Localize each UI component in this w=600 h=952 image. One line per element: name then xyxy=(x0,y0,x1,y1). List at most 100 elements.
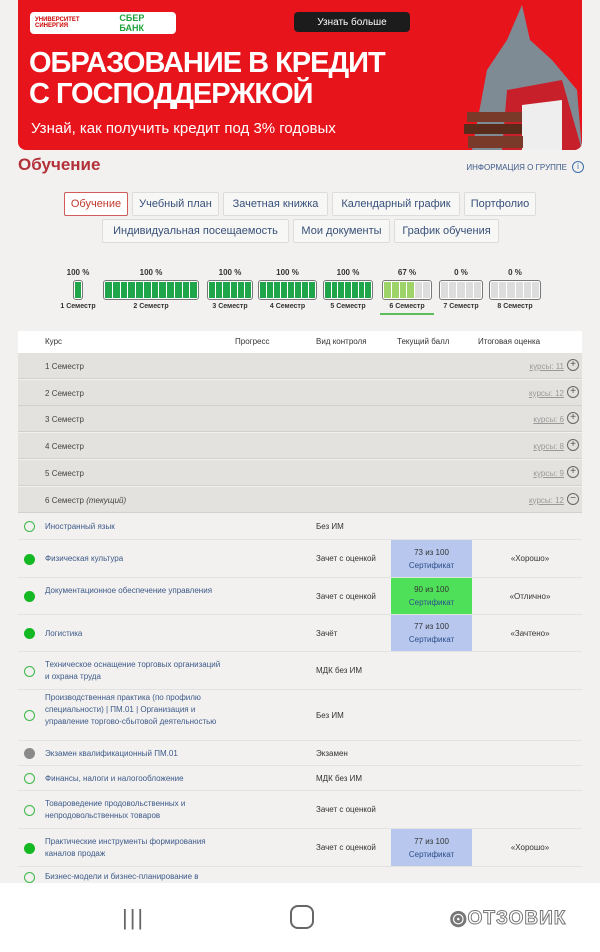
expand-icon[interactable]: + xyxy=(567,359,579,371)
semester-row[interactable]: 3 Семестр курсы: 6 + xyxy=(18,406,582,433)
semester-progress-4[interactable]: 100 % 4 Семестр xyxy=(256,268,319,310)
score-value: 77 из 100 xyxy=(414,836,449,846)
bar-segment xyxy=(391,282,399,298)
certificate-link[interactable]: Сертификат xyxy=(408,598,455,607)
course-name-link[interactable]: Бизнес-модели и бизнес-планирование в xyxy=(45,872,199,881)
score-cell: 77 из 100 Сертификат xyxy=(391,615,472,651)
score-cell: 77 из 100 Сертификат xyxy=(391,829,472,866)
certificate-link[interactable]: Сертификат xyxy=(408,635,455,644)
semester-progress-7[interactable]: 0 % 7 Семестр xyxy=(437,268,485,310)
course-name-link[interactable]: Документационное обеспечение управления xyxy=(45,585,213,595)
course-row: Экзамен квалификационный ПМ.01 Экзамен xyxy=(18,741,582,766)
course-row: Иностранный язык Без ИМ xyxy=(18,513,582,540)
page-title: Обучение xyxy=(18,155,101,174)
banner-headline: ОБРАЗОВАНИЕ В КРЕДИТ С ГОСПОДДЕРЖКОЙ xyxy=(29,47,386,110)
course-name-link[interactable]: Финансы, налоги и налогообложение xyxy=(45,773,184,783)
expand-icon[interactable]: + xyxy=(567,439,579,452)
semester-percent: 100 % xyxy=(218,268,242,277)
tab-2[interactable]: Зачетная книжка xyxy=(223,192,328,216)
tab-5[interactable]: Индивидуальная посещаемость xyxy=(102,219,289,243)
table-header: Курс Прогресс Вид контроля Текущий балл … xyxy=(18,331,582,353)
bar-segment xyxy=(491,282,499,298)
semester-progress-8[interactable]: 0 % 8 Семестр xyxy=(487,268,543,310)
headline-line-2: С ГОСПОДДЕРЖКОЙ xyxy=(29,78,314,110)
semester-percent: 0 % xyxy=(454,268,468,277)
score-cell: 73 из 100 Сертификат xyxy=(391,540,472,577)
course-name-link[interactable]: Практические инструменты формирования ка… xyxy=(45,837,206,858)
group-info-link[interactable]: ИНФОРМАЦИЯ О ГРУППЕ i xyxy=(466,161,584,173)
course-name-link[interactable]: Производственная практика (по профилю сп… xyxy=(45,693,217,726)
certificate-link[interactable]: Сертификат xyxy=(408,849,455,859)
final-grade: «Хорошо» xyxy=(510,843,550,852)
recent-apps-button[interactable]: ||| xyxy=(122,905,146,930)
semester-percent: 67 % xyxy=(397,268,417,277)
university-logo: УНИВЕРСИТЕТ СИНЕРГИЯ xyxy=(35,17,80,29)
course-row: Товароведение продовольственных и непрод… xyxy=(18,791,582,829)
course-count-link[interactable]: курсы: 8 xyxy=(533,442,564,452)
headline-line-1: ОБРАЗОВАНИЕ В КРЕДИТ xyxy=(29,47,386,79)
tab-3[interactable]: Календарный график xyxy=(332,192,460,216)
course-name-link[interactable]: Иностранный язык xyxy=(45,521,115,531)
header-progress: Прогресс xyxy=(235,337,270,346)
expand-icon[interactable]: + xyxy=(567,412,579,425)
semester-progress-3[interactable]: 100 % 3 Семестр xyxy=(205,268,255,310)
certificate-link[interactable]: Сертификат xyxy=(408,560,455,570)
current-marker: (текущий) xyxy=(86,495,127,505)
course-name-link[interactable]: Экзамен квалификационный ПМ.01 xyxy=(45,748,178,758)
bar-segment xyxy=(309,282,315,298)
semester-label: Семестр xyxy=(51,415,84,425)
expand-icon[interactable]: + xyxy=(567,465,579,478)
semester-label: 6 Семестр xyxy=(380,303,434,315)
tab-7[interactable]: График обучения xyxy=(394,219,499,243)
bar-segment xyxy=(75,282,81,298)
control-type: МДК без ИМ xyxy=(316,773,363,783)
home-button[interactable] xyxy=(290,905,314,929)
semester-label: Семестр xyxy=(51,495,84,505)
tab-6[interactable]: Мои документы xyxy=(293,219,390,243)
course-name-link[interactable]: Товароведение продовольственных и непрод… xyxy=(45,799,186,820)
tab-4[interactable]: Портфолио xyxy=(464,192,536,216)
bar-segment xyxy=(209,282,216,298)
open-circle-icon xyxy=(24,773,35,784)
semester-progress-2[interactable]: 100 % 2 Семестр xyxy=(101,268,201,310)
course-count-link[interactable]: курсы: 12 xyxy=(528,388,564,398)
semester-row[interactable]: 4 Семестр курсы: 8 + xyxy=(18,433,582,460)
collapse-icon[interactable]: − xyxy=(567,492,579,505)
semester-row[interactable]: 1 Семестр курсы: 11 + xyxy=(18,353,582,379)
semester-progress-1[interactable]: 100 % 1 Семестр xyxy=(60,268,96,310)
bar-segment xyxy=(325,282,331,298)
semester-row[interactable]: 6 Семестр (текущий) курсы: 12− xyxy=(18,486,582,513)
expand-icon[interactable]: + xyxy=(567,385,579,398)
semester-progress-6[interactable]: 67 % 6 Семестр xyxy=(380,268,434,315)
score-value: 73 из 100 xyxy=(414,547,449,557)
bar-segment xyxy=(407,282,415,298)
promo-banner[interactable]: УНИВЕРСИТЕТ СИНЕРГИЯ СБЕР БАНК Узнать бол… xyxy=(18,0,582,150)
completed-dot-icon xyxy=(24,553,35,565)
semester-progress-5[interactable]: 100 % 5 Семестр xyxy=(321,268,375,310)
course-row: Логистика Зачёт 77 из 100 Сертификат «Зачтен… xyxy=(18,615,582,652)
course-count-link[interactable]: курсы: 12 xyxy=(528,495,564,505)
semester-bar xyxy=(207,280,253,300)
otzovik-watermark: ◎ОТЗОВИК xyxy=(449,908,567,930)
control-type: Зачет с оценкой xyxy=(316,805,376,814)
course-name-link[interactable]: Техническое оснащение торговых организац… xyxy=(45,660,221,681)
bar-segment xyxy=(216,282,223,298)
tab-1[interactable]: Учебный план xyxy=(132,192,219,216)
course-row: Финансы, налоги и налогообложение МДК без… xyxy=(18,766,582,791)
bar-segment xyxy=(105,282,112,298)
course-count-link[interactable]: курсы: 9 xyxy=(533,468,564,478)
semester-row[interactable]: 5 Семестр курсы: 9 + xyxy=(18,459,582,486)
course-name-link[interactable]: Логистика xyxy=(45,628,83,638)
bar-segment xyxy=(531,282,540,298)
course-count-link[interactable]: курсы: 11 xyxy=(529,362,564,371)
tab-0[interactable]: Обучение xyxy=(64,192,128,216)
semester-row[interactable]: 2 Семестр курсы: 12 + xyxy=(18,379,582,406)
course-row: Документационное обеспечение управления З… xyxy=(18,578,582,615)
course-name-link[interactable]: Физическая культура xyxy=(45,554,124,563)
course-count-link[interactable]: курсы: 6 xyxy=(533,415,564,425)
header-course: Курс xyxy=(45,337,63,346)
bar-segment xyxy=(358,282,365,298)
bar-segment xyxy=(260,282,266,298)
open-circle-icon xyxy=(24,521,35,532)
learn-more-button[interactable]: Узнать больше xyxy=(294,12,410,32)
